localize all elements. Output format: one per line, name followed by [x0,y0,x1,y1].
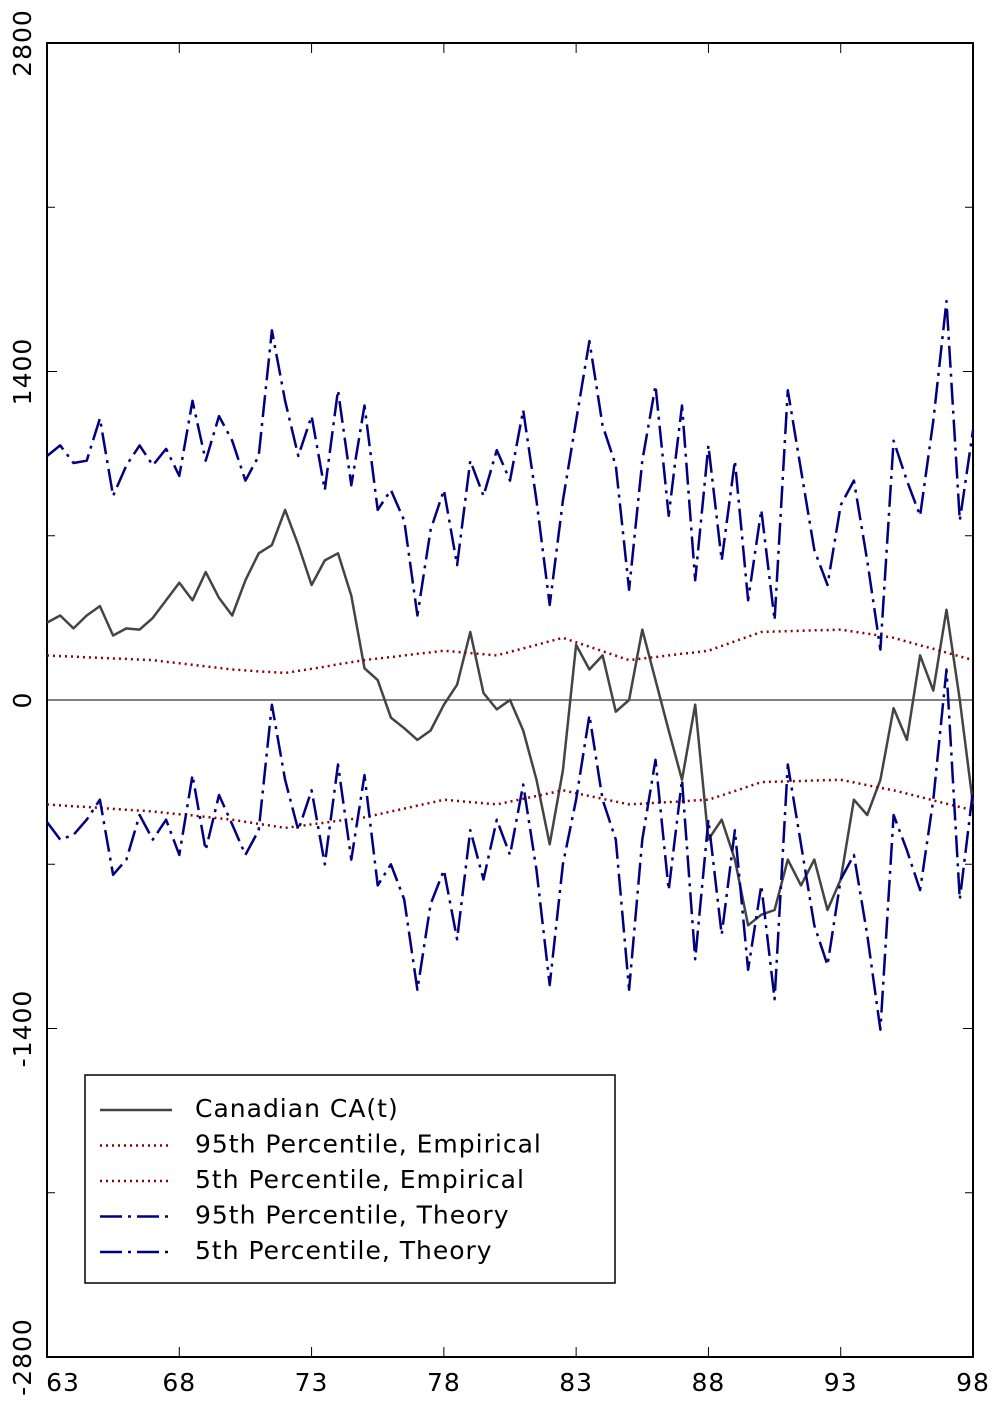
legend-box [84,1074,616,1284]
series-line [46,668,975,1031]
legend: Canadian CA(t) 95th Percentile, Empirical… [84,1074,616,1284]
x-tick-label: 63 [46,1368,80,1397]
legend-label: Canadian CA(t) [195,1094,399,1123]
legend-label: 5th Percentile, Theory [195,1236,493,1265]
x-tick-label: 78 [427,1368,461,1397]
y-tick-label: -1400 [8,990,37,1068]
y-tick-label: -2800 [8,1318,37,1396]
series-line [46,628,974,675]
x-tick-label: 83 [559,1368,593,1397]
x-tick-label: 68 [162,1368,196,1397]
legend-label: 95th Percentile, Theory [195,1201,510,1230]
x-tick-label: 88 [692,1368,726,1397]
y-tick-label: 0 [8,692,37,709]
x-tick-label: 73 [295,1368,329,1397]
y-tick-label: 1400 [8,338,37,406]
series-line [46,299,975,651]
series-line [46,778,974,830]
x-tick-label: 98 [956,1368,990,1397]
x-tick-label: 93 [824,1368,858,1397]
legend-label: 5th Percentile, Empirical [195,1165,525,1194]
legend-label: 95th Percentile, Empirical [195,1130,542,1159]
y-tick-label: 2800 [8,9,37,77]
series-line [46,508,975,927]
